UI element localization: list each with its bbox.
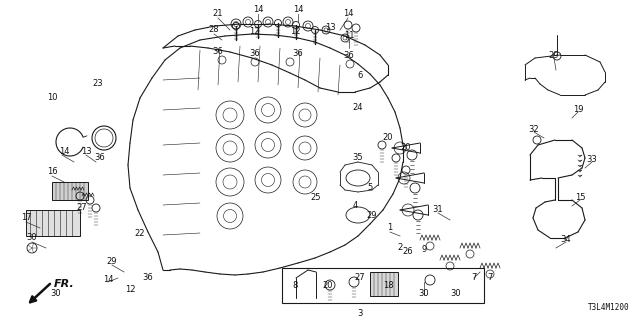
Text: 12: 12 — [125, 285, 135, 294]
Text: 32: 32 — [529, 125, 540, 134]
Text: 36: 36 — [95, 154, 106, 163]
Text: FR.: FR. — [54, 279, 75, 289]
Text: 13: 13 — [81, 148, 92, 156]
Text: 27: 27 — [77, 204, 87, 212]
Text: 9: 9 — [421, 245, 427, 254]
Text: 28: 28 — [209, 26, 220, 35]
Text: 20: 20 — [383, 133, 393, 142]
Text: 14: 14 — [292, 5, 303, 14]
Text: 14: 14 — [343, 10, 353, 19]
Text: 20: 20 — [401, 143, 412, 153]
Text: 30: 30 — [419, 290, 429, 299]
Text: 20: 20 — [323, 282, 333, 291]
Text: 21: 21 — [212, 10, 223, 19]
Text: 18: 18 — [383, 282, 394, 291]
Bar — [370, 272, 398, 296]
Text: 30: 30 — [51, 290, 61, 299]
Text: 2: 2 — [397, 244, 403, 252]
Text: 29: 29 — [367, 212, 377, 220]
Text: 24: 24 — [353, 103, 364, 113]
Bar — [282, 268, 484, 303]
Text: 16: 16 — [47, 167, 58, 177]
Text: 29: 29 — [548, 52, 559, 60]
Text: 4: 4 — [353, 201, 358, 210]
Text: 5: 5 — [367, 183, 372, 193]
Text: 15: 15 — [575, 194, 585, 203]
Bar — [26, 210, 80, 236]
Text: 1: 1 — [387, 223, 392, 233]
Text: 27: 27 — [355, 274, 365, 283]
Text: T3L4M1200: T3L4M1200 — [588, 303, 630, 312]
Text: 30: 30 — [451, 290, 461, 299]
Text: 12: 12 — [249, 28, 259, 36]
Text: 33: 33 — [587, 156, 597, 164]
Text: 29: 29 — [107, 258, 117, 267]
Text: 36: 36 — [344, 51, 355, 60]
Text: 17: 17 — [20, 213, 31, 222]
Text: 7: 7 — [471, 274, 477, 283]
Text: 13: 13 — [324, 23, 335, 33]
Text: 14: 14 — [103, 276, 113, 284]
Text: 14: 14 — [253, 5, 263, 14]
Text: 30: 30 — [27, 234, 37, 243]
Text: 3: 3 — [357, 309, 363, 318]
Text: 36: 36 — [250, 50, 260, 59]
Text: 22: 22 — [135, 229, 145, 238]
Text: 31: 31 — [433, 205, 444, 214]
Text: 14: 14 — [59, 148, 69, 156]
Text: 34: 34 — [561, 236, 572, 244]
Text: 11: 11 — [344, 30, 355, 39]
Text: 26: 26 — [403, 247, 413, 257]
Text: 19: 19 — [573, 106, 583, 115]
Text: 10: 10 — [47, 93, 57, 102]
Text: 12: 12 — [290, 28, 300, 36]
Bar — [52, 182, 88, 200]
Text: 36: 36 — [212, 47, 223, 57]
Text: 35: 35 — [353, 154, 364, 163]
Text: 36: 36 — [292, 50, 303, 59]
Text: 7: 7 — [487, 274, 493, 283]
Text: 6: 6 — [357, 71, 363, 81]
Text: 23: 23 — [93, 79, 103, 89]
Text: 36: 36 — [143, 274, 154, 283]
Text: 25: 25 — [311, 194, 321, 203]
Text: 8: 8 — [292, 282, 298, 291]
